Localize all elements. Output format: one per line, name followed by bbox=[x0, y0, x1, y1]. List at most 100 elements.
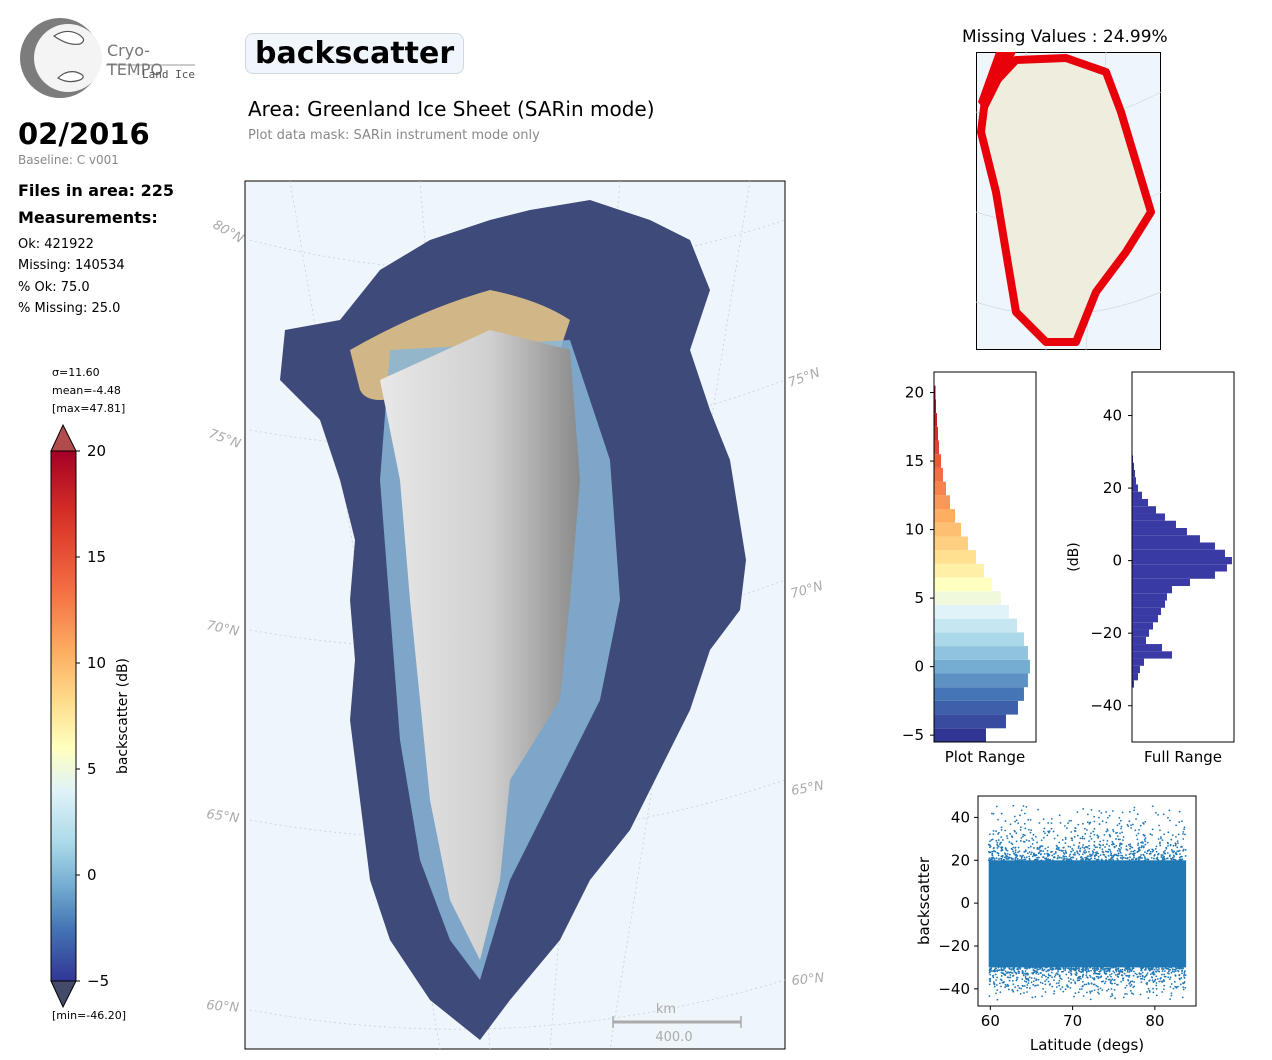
x-axis-label: Plot Range bbox=[945, 748, 1026, 766]
scatter-point bbox=[997, 818, 999, 821]
scatter-latitude-backscatter: 60 70 80 −40 −20 0 20 40 Latitude (degs) backscat… bbox=[915, 795, 1197, 1054]
y-tick-label: 10 bbox=[905, 521, 924, 539]
scatter-point bbox=[1088, 840, 1090, 842]
scatter-point bbox=[1173, 850, 1175, 853]
scatter-point bbox=[1080, 988, 1083, 990]
lat-label-65n-right: 65°N bbox=[790, 778, 825, 799]
colorbar-min-extension bbox=[50, 980, 77, 1009]
scatter-point bbox=[1070, 858, 1073, 861]
scatter-point bbox=[993, 982, 995, 985]
scatter-point bbox=[1068, 858, 1071, 861]
scatter-point bbox=[1169, 819, 1171, 822]
scatter-point bbox=[1119, 969, 1122, 971]
scatter-point bbox=[1133, 856, 1135, 859]
scatter-point bbox=[1174, 985, 1177, 988]
scatter-point bbox=[1180, 977, 1183, 979]
scatter-point bbox=[996, 843, 998, 846]
scatter-point bbox=[1169, 976, 1172, 979]
scatter-point bbox=[1127, 843, 1130, 846]
scatter-point bbox=[1102, 968, 1105, 971]
scatter-point bbox=[1182, 967, 1185, 970]
scatter-point bbox=[1116, 857, 1119, 860]
scatter-point bbox=[1004, 829, 1007, 832]
scatter-point bbox=[996, 969, 998, 972]
scatter-point bbox=[1174, 970, 1177, 972]
scatter-point bbox=[1178, 810, 1181, 813]
scatter-point bbox=[1139, 977, 1142, 980]
scatter-point bbox=[1019, 814, 1021, 817]
scatter-point bbox=[1023, 834, 1026, 837]
histogram-bar bbox=[934, 728, 986, 742]
scatter-point bbox=[1109, 967, 1112, 970]
scatter-point bbox=[1023, 822, 1026, 825]
scatter-point bbox=[1024, 975, 1027, 978]
histogram-bar bbox=[934, 618, 1017, 633]
scatter-point bbox=[1151, 976, 1154, 979]
scatter-point bbox=[1024, 827, 1027, 830]
scatter-point bbox=[1047, 980, 1050, 983]
scatter-point bbox=[1170, 971, 1173, 974]
scatter-point bbox=[1044, 966, 1047, 969]
scatter-point bbox=[1016, 976, 1018, 979]
scatter-point bbox=[1092, 852, 1094, 855]
scatter-point bbox=[1017, 851, 1019, 854]
colorbar-gradient bbox=[50, 450, 77, 982]
scatter-point bbox=[1073, 852, 1076, 854]
scatter-point bbox=[1140, 981, 1143, 984]
scatter-point bbox=[1109, 834, 1111, 837]
scatter-point bbox=[1133, 854, 1135, 857]
scatter-point bbox=[997, 845, 1000, 848]
scatter-point bbox=[1071, 847, 1074, 850]
scatter-point bbox=[989, 859, 992, 862]
missing-map-ne-swath bbox=[978, 52, 1016, 112]
scatter-point bbox=[1126, 857, 1129, 860]
scatter-point bbox=[992, 829, 995, 832]
scatter-point bbox=[1131, 967, 1134, 969]
histogram-bar bbox=[934, 440, 939, 455]
y-tick-label: −20 bbox=[1090, 624, 1122, 642]
scatter-point bbox=[1102, 839, 1105, 842]
scatter-point bbox=[988, 850, 990, 853]
scatter-point bbox=[1038, 966, 1041, 969]
scatter-point bbox=[991, 852, 994, 855]
scatter-point bbox=[1167, 842, 1170, 845]
scatter-point bbox=[1000, 836, 1003, 839]
histogram-bar bbox=[934, 522, 961, 537]
scatter-point bbox=[1120, 974, 1123, 976]
scatter-point bbox=[1103, 833, 1106, 836]
scatter-point bbox=[1084, 849, 1086, 852]
scatter-point bbox=[1135, 858, 1138, 861]
scatter-point bbox=[1119, 819, 1122, 822]
scatter-point bbox=[1001, 854, 1004, 857]
scatter-point bbox=[1155, 988, 1158, 990]
scatter-point bbox=[1082, 968, 1085, 971]
scatter-point bbox=[1070, 819, 1073, 822]
scatter-point bbox=[1162, 968, 1165, 970]
scatter-point bbox=[1043, 974, 1046, 977]
scatter-point bbox=[1031, 996, 1034, 999]
scatter-point bbox=[1107, 848, 1110, 851]
scatter-point bbox=[1099, 969, 1102, 972]
scatter-point bbox=[1024, 849, 1027, 852]
scatter-point bbox=[1171, 850, 1174, 853]
scatter-point bbox=[1099, 854, 1102, 857]
scatter-point bbox=[1004, 983, 1007, 986]
scatter-point bbox=[1022, 985, 1024, 988]
scatter-point bbox=[997, 833, 1000, 835]
scatter-point bbox=[1107, 816, 1109, 819]
missing-map-land bbox=[977, 54, 1155, 346]
scatter-point bbox=[1096, 985, 1099, 988]
scatter-point bbox=[1116, 983, 1118, 986]
scatter-point bbox=[1006, 972, 1009, 974]
scatter-point bbox=[1058, 984, 1061, 987]
scatter-point bbox=[1053, 837, 1056, 840]
scatter-point bbox=[1058, 856, 1061, 859]
stat-ok: Ok: 421922 bbox=[18, 237, 94, 252]
scatter-point bbox=[1009, 976, 1012, 979]
scatter-point bbox=[991, 850, 994, 853]
scatter-point bbox=[988, 995, 991, 998]
scatter-point bbox=[1072, 856, 1075, 859]
scatter-point bbox=[1184, 855, 1187, 857]
scatter-point bbox=[1162, 988, 1165, 991]
scatter-point bbox=[1047, 976, 1049, 979]
